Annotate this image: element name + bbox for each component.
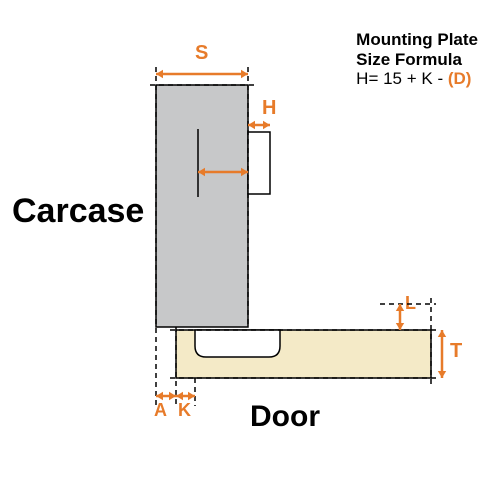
diagram-svg — [0, 0, 500, 500]
